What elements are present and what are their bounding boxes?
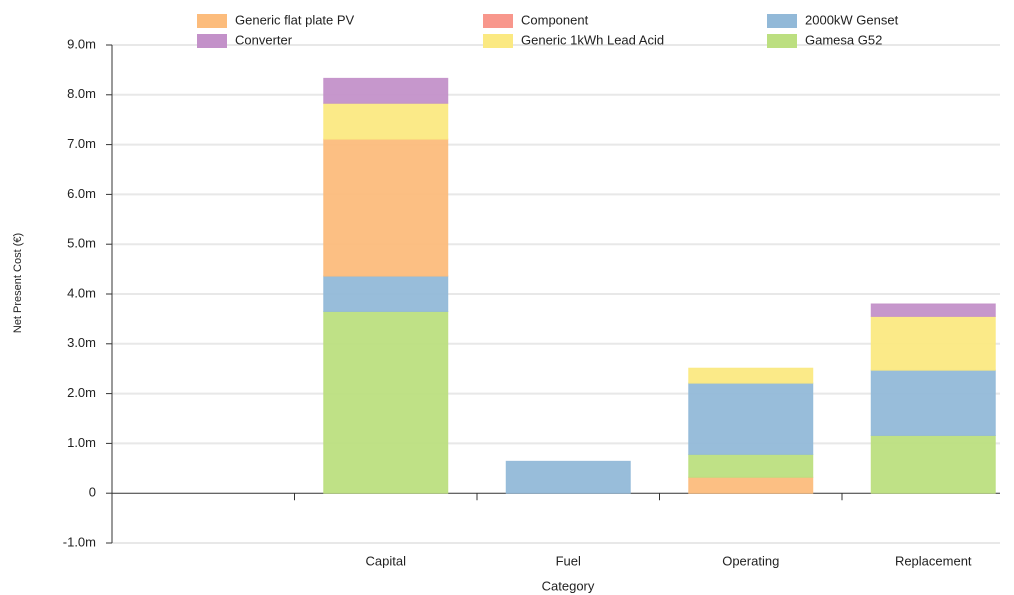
- bar-segment: [688, 453, 814, 478]
- legend-label: 2000kW Genset: [805, 12, 899, 27]
- legend-label: Gamesa G52: [805, 32, 882, 47]
- legend-swatch: [483, 14, 513, 28]
- y-tick-label: -1.0m: [63, 534, 96, 549]
- bar-segment: [323, 275, 449, 312]
- bar-segment: [323, 77, 449, 104]
- y-tick-label: 3.0m: [67, 335, 96, 350]
- bar-segment: [688, 367, 814, 384]
- legend-label: Converter: [235, 32, 293, 47]
- bar-segment: [323, 138, 449, 277]
- legend-label: Component: [521, 12, 589, 27]
- y-axis-label: Net Present Cost (€): [12, 233, 24, 333]
- y-tick-label: 9.0m: [67, 36, 96, 51]
- y-tick-label: 2.0m: [67, 385, 96, 400]
- bar-segment: [870, 369, 996, 436]
- legend-swatch: [767, 34, 797, 48]
- bar-segment: [870, 315, 996, 371]
- legend-swatch: [483, 34, 513, 48]
- y-tick-label: 0: [89, 485, 96, 500]
- x-tick-label: Operating: [722, 553, 779, 568]
- y-tick-label: 6.0m: [67, 186, 96, 201]
- y-tick-label: 7.0m: [67, 136, 96, 151]
- y-tick-label: 4.0m: [67, 285, 96, 300]
- x-axis-label: Category: [542, 578, 595, 593]
- bar-segment: [688, 476, 814, 494]
- legend-swatch: [197, 14, 227, 28]
- x-tick-label: Capital: [366, 553, 407, 568]
- bar-segment: [323, 310, 449, 494]
- y-tick-label: 8.0m: [67, 86, 96, 101]
- x-tick-label: Fuel: [556, 553, 581, 568]
- legend-label: Generic flat plate PV: [235, 12, 355, 27]
- legend-swatch: [197, 34, 227, 48]
- legend-label: Generic 1kWh Lead Acid: [521, 32, 664, 47]
- y-tick-label: 5.0m: [67, 236, 96, 251]
- bar-segment: [688, 382, 814, 455]
- y-tick-label: 1.0m: [67, 435, 96, 450]
- legend-swatch: [767, 14, 797, 28]
- bar-segment: [870, 303, 996, 317]
- bar-segment: [505, 460, 631, 494]
- bar-segment: [870, 434, 996, 494]
- x-tick-label: Replacement: [895, 553, 972, 568]
- bar-segment: [323, 102, 449, 140]
